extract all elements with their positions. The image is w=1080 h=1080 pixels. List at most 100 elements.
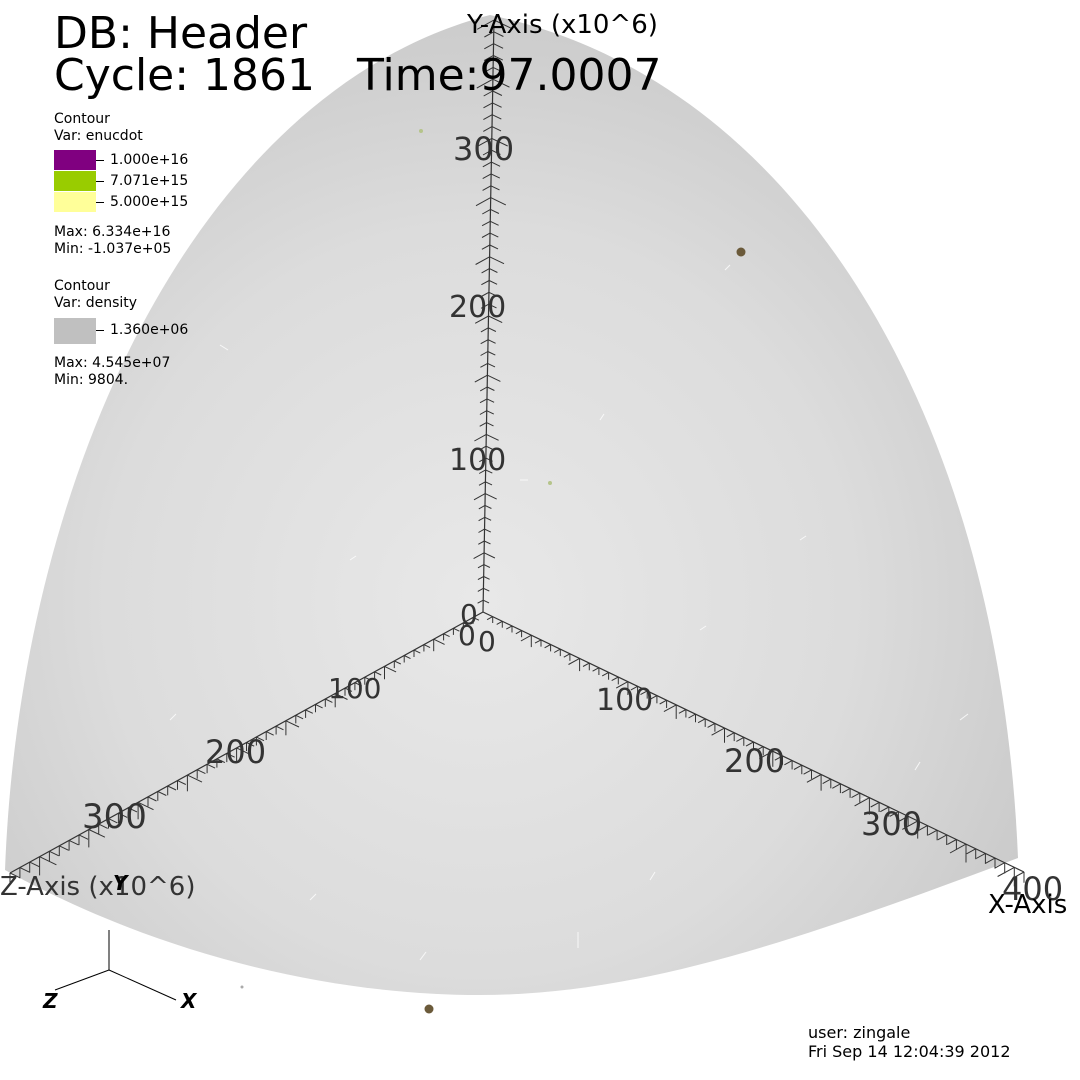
axis-tick	[433, 638, 445, 645]
axis-tick	[485, 469, 493, 474]
axis-tick	[477, 587, 484, 592]
axis-tick	[216, 758, 226, 764]
x-tick-label: 300	[861, 805, 922, 843]
axis-tick	[394, 660, 402, 665]
cycle-label: Cycle: 1861	[54, 50, 316, 101]
axis-tick	[374, 671, 382, 676]
axis-tick	[481, 291, 490, 297]
axis-tick	[226, 752, 235, 758]
axis-tick	[236, 747, 251, 756]
axis-tick	[784, 760, 793, 766]
axis-tick	[482, 173, 492, 180]
axis-tick	[490, 185, 500, 191]
axis-tick	[275, 725, 284, 731]
axis-tick	[29, 861, 40, 868]
axis-tick	[806, 774, 822, 783]
axis-tick	[477, 564, 485, 569]
axis-tick	[488, 303, 497, 309]
axis-tick	[483, 564, 491, 568]
legend-swatch	[54, 171, 96, 191]
axis-tick	[484, 516, 492, 521]
axis-tick	[493, 43, 504, 49]
axis-tick	[78, 834, 89, 840]
axis-tick	[413, 649, 421, 654]
axis-tick	[726, 732, 735, 738]
axis-tick	[487, 339, 496, 344]
axis-tick	[480, 327, 489, 333]
axis-tick	[403, 655, 411, 660]
axis-tick	[423, 644, 431, 649]
legend-level-label: 1.000e+16	[110, 152, 189, 168]
triad-x-label: X	[179, 989, 198, 1013]
axis-tick	[851, 792, 861, 799]
y-tick-label: 100	[449, 443, 506, 478]
axis-tick	[49, 850, 60, 857]
axis-tick	[793, 764, 803, 770]
legend-swatch	[54, 150, 96, 170]
axis-tick	[997, 866, 1015, 877]
axis-tick	[487, 362, 496, 368]
axis-tick	[482, 208, 491, 215]
axis-tick	[473, 493, 486, 501]
axis-tick	[177, 780, 187, 785]
axis-tick	[476, 78, 494, 89]
axis-tick	[463, 622, 470, 627]
axis-tick	[491, 149, 501, 155]
axis-tick	[484, 504, 492, 509]
axis-tick	[490, 173, 501, 179]
axis-tick	[481, 280, 490, 286]
axis-tick	[759, 750, 774, 760]
axis-tick	[479, 445, 487, 451]
axis-tick	[902, 820, 918, 830]
axis-tick	[483, 576, 490, 580]
axis-tick	[59, 845, 69, 851]
axis-tick	[582, 662, 590, 667]
axis-tick	[534, 639, 542, 644]
axis-tick	[492, 66, 503, 73]
legend-swatch	[54, 318, 96, 344]
x-tick-label: 100	[596, 683, 653, 718]
axis-tick	[480, 339, 489, 345]
x-axis-title: X-Axis	[988, 890, 1067, 920]
axis-tick	[488, 280, 498, 285]
axis-tick	[870, 801, 880, 808]
axis-tick	[485, 445, 494, 450]
hotspot-speck	[240, 985, 244, 989]
axis-tick	[476, 19, 495, 30]
axis-tick	[659, 699, 667, 705]
axis-tick	[485, 481, 493, 486]
axis-tick	[496, 620, 503, 625]
axis-tick	[334, 693, 348, 700]
legend-plot-type: Contour	[54, 111, 110, 127]
legend-level-label: 5.000e+15	[110, 194, 189, 210]
axis-tick	[490, 220, 499, 226]
axis-tick	[478, 540, 485, 545]
axis-tick	[487, 351, 496, 356]
axis-tick	[478, 469, 486, 474]
legend-variable: Var: enucdot	[54, 128, 143, 144]
axis-tick	[206, 763, 216, 769]
axis-tick	[325, 698, 333, 703]
hotspot-blob	[424, 1004, 434, 1014]
axis-tick	[9, 872, 20, 879]
axis-tick	[611, 676, 619, 682]
axis-tick	[98, 823, 108, 829]
axis-tick	[472, 616, 480, 621]
axis-tick	[615, 681, 629, 689]
y-tick-label: 300	[453, 130, 514, 168]
axis-tick	[489, 256, 505, 265]
axis-tick	[485, 457, 493, 462]
axis-tick	[841, 787, 851, 794]
legend-plot-type: Contour	[54, 278, 110, 294]
axis-tick	[475, 197, 491, 207]
axis-tick	[688, 713, 696, 719]
axis-tick	[985, 857, 996, 864]
x-tick-label: 200	[724, 742, 785, 780]
axis-tick	[88, 829, 106, 838]
axis-tick	[707, 722, 716, 728]
legend-level-label: 1.360e+06	[110, 322, 189, 338]
axis-tick	[479, 386, 488, 392]
axis-tick	[486, 422, 494, 427]
